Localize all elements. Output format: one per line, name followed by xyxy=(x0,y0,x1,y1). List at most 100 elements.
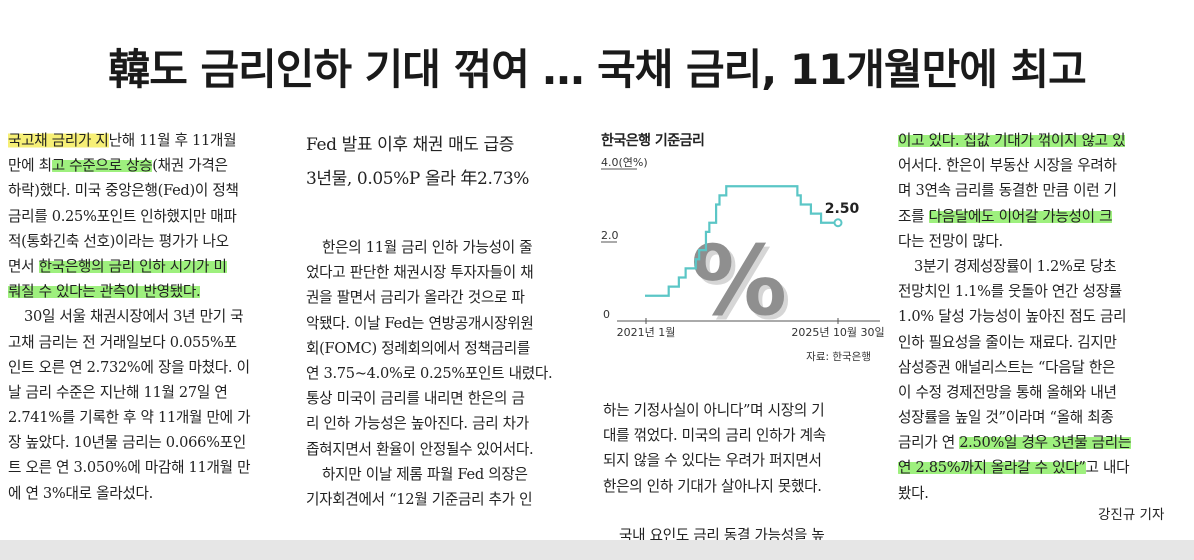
text-run: 3분기 경제성장률이 1.2%로 당초 xyxy=(914,257,1117,275)
text-run: 금리가 연 xyxy=(898,434,960,452)
highlighted-text: 연 2.85%까지 올라갈 수 있다” xyxy=(898,459,1086,477)
text-run: 국내 요인도 금리 동결 가능성을 높 xyxy=(619,526,825,544)
highlighted-text: 이고 있다. 집값 기대가 꺾이지 않고 있 xyxy=(898,132,1126,149)
highlighted-text: 국고채 금리가 지 xyxy=(8,132,109,149)
chart-source: 자료: 한국은행 xyxy=(806,351,871,363)
text-run: 장 높았다. 10년물 금리는 0.066%포인 xyxy=(8,434,246,452)
text-run: 1.0% 달성 가능성이 높아진 점도 금리 xyxy=(898,308,1127,326)
text-run: 기자회견에서 “12월 기준금리 추가 인 xyxy=(306,490,533,508)
text-line: 리 인하 가능성은 높아진다. 금리 차가 xyxy=(306,411,552,436)
text-run: 트 오른 연 3.050%에 마감해 11개월 만 xyxy=(8,459,251,477)
text-run: 었다고 판단한 채권시장 투자자들이 채 xyxy=(306,264,534,282)
text-line: 통상 미국이 금리를 내리면 한은의 금 xyxy=(306,386,552,411)
bottom-bar xyxy=(0,540,1194,560)
x-tick-label: 2021년 1월 xyxy=(617,326,676,339)
text-line: 성장률을 높일 것”이라며 “올해 최종 xyxy=(898,405,1131,430)
text-line: 었다고 판단한 채권시장 투자자들이 채 xyxy=(306,260,552,285)
text-line: 국내 요인도 금리 동결 가능성을 높 xyxy=(603,523,826,548)
text-run: (채권 가격은 xyxy=(152,157,228,175)
text-run: 면서 xyxy=(8,257,39,275)
text-line: 며 3연속 금리를 동결한 만큼 이런 기 xyxy=(898,178,1131,203)
text-run: 성장률을 높일 것”이라며 “올해 최종 xyxy=(898,409,1114,427)
text-line: 장 높았다. 10년물 금리는 0.066%포인 xyxy=(8,430,250,455)
text-line: 하락)했다. 미국 중앙은행(Fed)이 정책 xyxy=(8,178,250,203)
text-run: 하는 기정사실이 아니다”며 시장의 기 xyxy=(603,402,825,419)
highlighted-text: 다음달에도 이어갈 가능성이 크 xyxy=(928,207,1113,225)
y-tick-label: 0 xyxy=(603,308,610,321)
text-run: 한은의 11월 금리 인하 가능성이 줄 xyxy=(322,239,533,256)
text-run: 한은의 인하 기대가 살아나지 못했다. xyxy=(603,477,822,495)
text-run: 권을 팔면서 금리가 올라간 것으로 파 xyxy=(306,289,525,307)
text-line: 인트 오른 연 2.732%에 장을 마쳤다. 이 xyxy=(8,355,250,380)
text-run: 이 수정 경제전망을 통해 올해와 내년 xyxy=(898,383,1117,401)
text-run: 회(FOMC) 정례회의에서 정책금리를 xyxy=(306,339,530,357)
text-run: 조를 xyxy=(898,207,929,225)
text-line: 30일 서울 채권시장에서 3년 만기 국 xyxy=(8,304,250,329)
text-run: 연 3.75~4.0%로 0.25%포인트 내렸다. xyxy=(306,364,553,382)
text-line: 뤄질 수 있다는 관측이 반영됐다. xyxy=(8,279,250,304)
rate-line xyxy=(645,185,838,297)
text-run: 악됐다. 이날 Fed는 연방공개시장위원 xyxy=(306,314,534,332)
rate-chart: 한국은행 기준금리 %% 4.0(연%) 2.0 0 2021년 1월 2025년 10월… xyxy=(595,128,885,378)
text-run: 금리를 0.25%포인트 인하했지만 매파 xyxy=(8,207,237,225)
text-line: 조를 다음달에도 이어갈 가능성이 크 xyxy=(898,204,1131,229)
text-line: 어서다. 한은이 부동산 시장을 우려하 xyxy=(898,153,1131,178)
text-line: 삼성증권 애널리스트는 “다음달 한은 xyxy=(898,355,1131,380)
text-line: 하지만 이날 제롬 파월 Fed 의장은 xyxy=(306,462,552,487)
text-run: 좁혀지면서 환율이 안정될수 있어서다. xyxy=(306,440,534,458)
chart-title: 한국은행 기준금리 xyxy=(601,133,705,149)
text-line: 한은의 11월 금리 인하 가능성이 줄 xyxy=(306,235,552,260)
text-run: 리 인하 가능성은 높아진다. 금리 차가 xyxy=(306,415,529,433)
text-line: 연 2.85%까지 올라갈 수 있다”고 내다 xyxy=(898,455,1131,480)
subheadline-line: 3년물, 0.05%P 올라 年2.73% xyxy=(306,169,530,189)
highlighted-text: 고 수준으로 상승 xyxy=(51,157,153,175)
text-line: 봤다. xyxy=(898,481,1131,506)
text-line: 금리를 0.25%포인트 인하했지만 매파 xyxy=(8,204,250,229)
text-line: 전망치인 1.1%를 웃돌아 연간 성장률 xyxy=(898,279,1131,304)
text-run: 난해 11월 후 11개월 xyxy=(108,132,237,149)
text-line: 1.0% 달성 가능성이 높아진 점도 금리 xyxy=(898,304,1131,329)
text-line: 3분기 경제성장률이 1.2%로 당초 xyxy=(898,254,1131,279)
text-line: 고채 금리는 전 거래일보다 0.055%포 xyxy=(8,330,250,355)
text-run: 전망치인 1.1%를 웃돌아 연간 성장률 xyxy=(898,283,1122,301)
text-line: 한은의 인하 기대가 살아나지 못했다. xyxy=(603,474,826,499)
text-line: 이고 있다. 집값 기대가 꺾이지 않고 있 xyxy=(898,128,1131,153)
y-tick-label: 2.0 xyxy=(601,229,619,242)
text-run: 하지만 이날 제롬 파월 Fed 의장은 xyxy=(322,465,528,483)
text-run: 다는 전망이 많다. xyxy=(898,232,1003,250)
text-run: 고채 금리는 전 거래일보다 0.055%포 xyxy=(8,333,237,351)
watermark-text: % xyxy=(695,229,791,341)
last-value-label: 2.50 xyxy=(825,201,860,217)
paragraph-gap xyxy=(603,499,826,523)
text-line: 만에 최고 수준으로 상승(채권 가격은 xyxy=(8,153,250,178)
byline: 강진규 기자 xyxy=(1098,507,1165,523)
text-run: 고 내다 xyxy=(1085,459,1130,477)
text-line: 기자회견에서 “12월 기준금리 추가 인 xyxy=(306,487,552,512)
text-run: 삼성증권 애널리스트는 “다음달 한은 xyxy=(898,358,1116,376)
text-run: 되지 않을 수 있다는 우려가 퍼지면서 xyxy=(603,452,822,470)
text-line: 회(FOMC) 정례회의에서 정책금리를 xyxy=(306,336,552,361)
text-line: 에 연 3%대로 올라섰다. xyxy=(8,481,250,506)
text-run: 통상 미국이 금리를 내리면 한은의 금 xyxy=(306,390,525,408)
text-line: 적(통화긴축 선호)이라는 평가가 나오 xyxy=(8,229,250,254)
text-run: 며 3연속 금리를 동결한 만큼 이런 기 xyxy=(898,182,1117,200)
text-line: 금리가 연 2.50%일 경우 3년물 금리는 xyxy=(898,430,1131,455)
text-run: 하락)했다. 미국 중앙은행(Fed)이 정책 xyxy=(8,182,239,200)
text-line: 면서 한국은행의 금리 인하 시기가 미 xyxy=(8,254,250,279)
text-line: 악됐다. 이날 Fed는 연방공개시장위원 xyxy=(306,311,552,336)
text-run: 2.741%를 기록한 후 약 11개월 만에 가 xyxy=(8,409,251,427)
text-line: 이 수정 경제전망을 통해 올해와 내년 xyxy=(898,380,1131,405)
text-run: 에 연 3%대로 올라섰다. xyxy=(8,484,153,502)
text-run: 대를 꺾었다. 미국의 금리 인하가 계속 xyxy=(603,427,826,445)
text-line: 2.741%를 기록한 후 약 11개월 만에 가 xyxy=(8,405,251,430)
text-run: 인트 오른 연 2.732%에 장을 마쳤다. 이 xyxy=(8,358,250,376)
text-run: 인하 필요성을 줄이는 재료다. 김지만 xyxy=(898,333,1117,351)
y-axis-label: 4.0(연%) xyxy=(601,156,648,169)
text-line: 좁혀지면서 환율이 안정될수 있어서다. xyxy=(306,437,552,462)
text-run: 봤다. xyxy=(898,484,929,502)
